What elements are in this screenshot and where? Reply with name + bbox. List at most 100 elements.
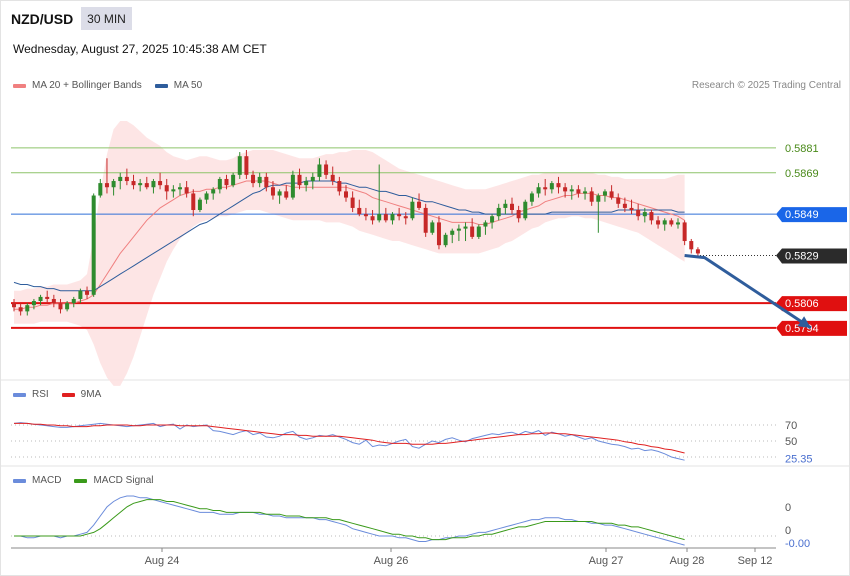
candle xyxy=(330,166,335,186)
candle xyxy=(490,214,495,229)
candle xyxy=(642,207,647,223)
candle-body xyxy=(251,174,256,184)
candle-body xyxy=(297,174,302,186)
rsi-line xyxy=(13,422,685,461)
candle xyxy=(58,298,63,314)
candle xyxy=(237,152,242,179)
candle xyxy=(344,185,348,202)
candle xyxy=(549,181,554,194)
candle-body xyxy=(656,220,661,225)
candle xyxy=(476,224,481,239)
candle xyxy=(151,178,156,194)
macd-legend-swatch xyxy=(13,478,26,483)
candle-body xyxy=(31,301,36,306)
timeframe-badge[interactable]: 30 MIN xyxy=(81,7,132,30)
level-tag-support xyxy=(776,320,847,336)
candle xyxy=(45,290,50,304)
candle xyxy=(270,181,275,200)
candle-body xyxy=(363,214,368,217)
candle xyxy=(350,191,355,213)
candle-body xyxy=(410,201,415,219)
ma50-legend-label: MA 50 xyxy=(173,80,203,91)
candle-body xyxy=(423,207,428,233)
candle-body xyxy=(616,197,621,204)
candle xyxy=(436,216,441,250)
candle xyxy=(118,172,123,190)
candle xyxy=(317,158,322,182)
macd-last-value: -0.00 xyxy=(785,538,810,550)
level-label: 0.5829 xyxy=(785,251,819,263)
candle-body xyxy=(583,191,588,194)
candle xyxy=(144,176,149,190)
candle-body xyxy=(662,220,667,225)
candle-body xyxy=(576,189,581,194)
candle-body xyxy=(104,183,109,188)
projection-path xyxy=(684,254,812,330)
candle xyxy=(569,185,574,200)
candle-body xyxy=(543,187,548,190)
candle-body xyxy=(609,191,614,198)
level-tag-last xyxy=(776,248,847,264)
candle-body xyxy=(191,193,196,210)
candle xyxy=(423,203,428,237)
candle-body xyxy=(217,178,222,190)
ma50-line xyxy=(13,180,685,292)
candle-body xyxy=(171,189,176,192)
candle xyxy=(171,185,176,198)
candle xyxy=(430,220,435,235)
candle xyxy=(78,288,83,304)
candle xyxy=(184,181,189,198)
candle-body xyxy=(503,203,508,208)
candle xyxy=(456,224,461,242)
macd-legend: MACD MACD Signal xyxy=(13,475,153,486)
candle xyxy=(543,178,548,196)
candle-body xyxy=(197,199,202,210)
candlesticks xyxy=(12,150,700,316)
candle-body xyxy=(357,207,362,215)
candle xyxy=(397,207,402,221)
macd-tick-label: 0 xyxy=(785,502,791,514)
candle xyxy=(310,172,315,190)
candle xyxy=(496,203,501,221)
candle xyxy=(510,197,514,215)
rsi-last-value: 25.35 xyxy=(785,454,813,466)
candle xyxy=(602,189,607,202)
candle xyxy=(98,178,103,198)
candle xyxy=(450,228,455,244)
candle xyxy=(516,205,521,223)
candle-body xyxy=(669,220,674,225)
candle xyxy=(649,210,654,225)
ma20-legend-label: MA 20 + Bollinger Bands xyxy=(32,80,142,91)
rsi-legend-swatch xyxy=(13,392,26,397)
candle-body xyxy=(231,174,236,186)
candle-body xyxy=(151,181,156,188)
candle-body xyxy=(642,212,647,217)
level-label: 0.5849 xyxy=(785,209,819,221)
candle-body xyxy=(284,191,289,198)
candle-body xyxy=(290,174,295,198)
candle xyxy=(636,203,641,221)
candle xyxy=(231,172,236,188)
candle xyxy=(158,172,163,190)
candle-body xyxy=(164,185,169,192)
candle-body xyxy=(695,249,700,254)
macd-signal-line xyxy=(14,499,685,541)
candle xyxy=(138,178,143,192)
rsi-legend: RSI 9MA xyxy=(13,389,101,400)
candle-body xyxy=(516,210,521,219)
candle-body xyxy=(649,212,654,221)
candle xyxy=(257,172,262,188)
candle xyxy=(290,170,295,200)
candle-body xyxy=(111,181,116,188)
candle xyxy=(357,199,362,217)
candle xyxy=(529,191,534,206)
candle-body xyxy=(350,197,355,208)
candle xyxy=(609,185,614,200)
candle-body xyxy=(178,187,182,190)
rsi-panel: 70 50 25.35 xyxy=(11,420,813,466)
candle-body xyxy=(463,226,468,229)
x-tick-label: Sep 12 xyxy=(738,555,773,567)
candle xyxy=(111,178,116,196)
candle-body xyxy=(476,226,481,237)
candle xyxy=(403,212,408,225)
